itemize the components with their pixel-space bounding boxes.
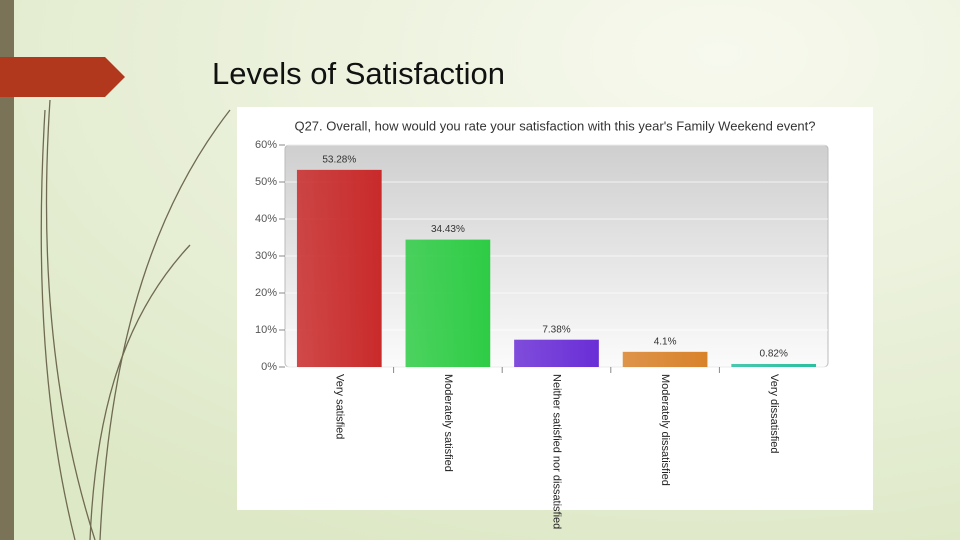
value-label: 0.82%: [760, 349, 788, 360]
y-tick-label: 60%: [255, 139, 277, 151]
value-label: 53.28%: [322, 155, 356, 166]
x-tick-label: Moderately dissatisfied: [659, 374, 671, 486]
y-tick-label: 10%: [255, 324, 277, 336]
x-tick-label: Neither satisfied nor dissatisfied: [551, 374, 563, 529]
x-tick-label: Very dissatisfied: [768, 374, 780, 453]
title-arrow: [0, 57, 125, 97]
y-tick-label: 30%: [255, 250, 277, 262]
side-bar: [0, 0, 14, 540]
y-tick-label: 50%: [255, 176, 277, 188]
bar: [622, 351, 708, 367]
value-label: 4.1%: [654, 336, 677, 347]
y-tick-label: 0%: [261, 361, 277, 373]
x-tick-label: Moderately satisfied: [442, 374, 454, 472]
value-label: 34.43%: [431, 224, 465, 235]
bar: [296, 169, 382, 367]
value-label: 7.38%: [542, 324, 570, 335]
bar: [731, 363, 817, 367]
bar: [405, 239, 491, 367]
slide-title: Levels of Satisfaction: [212, 56, 505, 91]
bar: [514, 339, 599, 367]
x-tick-label: Very satisfied: [333, 374, 345, 439]
y-tick-label: 20%: [255, 287, 277, 299]
y-tick-label: 40%: [255, 213, 277, 225]
chart-title: Q27. Overall, how would you rate your sa…: [294, 118, 815, 133]
decor-lines: [40, 99, 231, 540]
